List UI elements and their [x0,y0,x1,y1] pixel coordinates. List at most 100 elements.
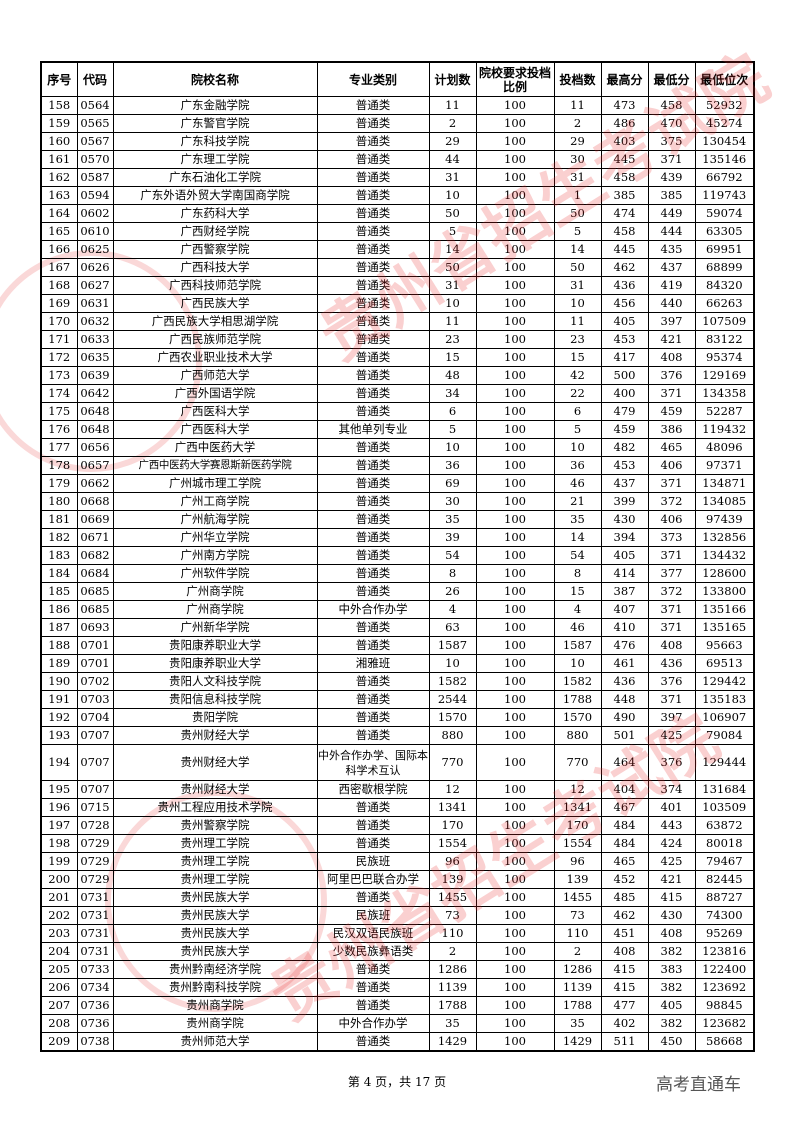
cell-seq: 167 [40,258,78,277]
cell-ratio: 100 [475,618,555,637]
table-row: 177 0656 广西中医药大学 普通类 10 100 10 482 465 48096 [40,438,755,457]
cell-admitted-count: 31 [553,276,602,295]
cell-min-rank: 97371 [694,456,755,475]
cell-min-score: 424 [647,834,696,853]
cell-plan-count: 5 [428,222,477,241]
cell-code: 0639 [76,366,114,385]
cell-max-score: 461 [600,654,649,673]
table-row: 179 0662 广州城市理工学院 普通类 69 100 46 437 371 134871 [40,474,755,493]
cell-plan-count: 26 [428,582,477,601]
cell-min-rank: 135165 [694,618,755,637]
cell-code: 0648 [76,420,114,439]
cell-min-rank: 103509 [694,798,755,817]
cell-min-rank: 128600 [694,564,755,583]
cell-min-rank: 134358 [694,384,755,403]
cell-min-score: 382 [647,942,696,961]
cell-code: 0564 [76,96,114,115]
cell-ratio: 100 [475,132,555,151]
cell-seq: 176 [40,420,78,439]
cell-code: 0715 [76,798,114,817]
cell-min-score: 376 [647,672,696,691]
cell-admitted-count: 31 [553,168,602,187]
cell-seq: 191 [40,690,78,709]
table-row: 203 0731 贵州民族大学 民汉双语民族班 110 100 110 451 408 95269 [40,924,755,943]
cell-code: 0567 [76,132,114,151]
cell-min-score: 425 [647,726,696,745]
cell-code: 0633 [76,330,114,349]
cell-major-category: 中外合作办学 [316,1014,430,1033]
header-min-score: 最低分 [647,61,696,97]
cell-max-score: 437 [600,474,649,493]
cell-seq: 165 [40,222,78,241]
cell-min-score: 372 [647,582,696,601]
cell-school-name: 广州商学院 [112,582,318,601]
cell-ratio: 100 [475,150,555,169]
table-row: 173 0639 广西师范大学 普通类 48 100 42 500 376 129169 [40,366,755,385]
cell-max-score: 511 [600,1032,649,1052]
cell-ratio: 100 [475,816,555,835]
cell-seq: 178 [40,456,78,475]
cell-plan-count: 10 [428,186,477,205]
cell-admitted-count: 22 [553,384,602,403]
cell-school-name: 贵州黔南经济学院 [112,960,318,979]
cell-plan-count: 8 [428,564,477,583]
cell-max-score: 482 [600,438,649,457]
cell-plan-count: 36 [428,456,477,475]
cell-seq: 172 [40,348,78,367]
header-plan-count: 计划数 [428,61,477,97]
table-row: 180 0668 广州工商学院 普通类 30 100 21 399 372 134085 [40,492,755,511]
cell-school-name: 贵阳学院 [112,708,318,727]
cell-max-score: 410 [600,618,649,637]
cell-min-score: 450 [647,1032,696,1052]
cell-major-category: 普通类 [316,204,430,223]
cell-school-name: 广西民族大学 [112,294,318,313]
cell-major-category: 普通类 [316,636,430,655]
cell-plan-count: 12 [428,780,477,799]
cell-min-rank: 129444 [694,744,755,781]
cell-plan-count: 2 [428,114,477,133]
cell-max-score: 484 [600,816,649,835]
cell-admitted-count: 15 [553,348,602,367]
cell-admitted-count: 50 [553,258,602,277]
cell-school-name: 广州新华学院 [112,618,318,637]
cell-plan-count: 29 [428,132,477,151]
cell-code: 0738 [76,1032,114,1052]
cell-code: 0684 [76,564,114,583]
header-code: 代码 [76,61,114,97]
cell-major-category: 普通类 [316,240,430,259]
cell-ratio: 100 [475,636,555,655]
cell-seq: 159 [40,114,78,133]
cell-code: 0668 [76,492,114,511]
header-ratio: 院校要求投档比例 [475,61,555,97]
cell-min-rank: 123682 [694,1014,755,1033]
cell-code: 0570 [76,150,114,169]
table-row: 191 0703 贵阳信息科技学院 普通类 2544 100 1788 448 371 13518… [40,690,755,709]
cell-school-name: 广西农业职业技术大学 [112,348,318,367]
cell-admitted-count: 10 [553,438,602,457]
cell-min-rank: 106907 [694,708,755,727]
cell-min-rank: 134871 [694,474,755,493]
cell-ratio: 100 [475,672,555,691]
cell-min-rank: 134432 [694,546,755,565]
cell-code: 0731 [76,942,114,961]
table-row: 171 0633 广西民族师范学院 普通类 23 100 23 453 421 83122 [40,330,755,349]
cell-plan-count: 770 [428,744,477,781]
cell-plan-count: 10 [428,294,477,313]
cell-min-score: 397 [647,708,696,727]
cell-min-score: 436 [647,654,696,673]
cell-min-score: 383 [647,960,696,979]
cell-school-name: 贵州民族大学 [112,924,318,943]
cell-admitted-count: 1788 [553,996,602,1015]
cell-max-score: 465 [600,852,649,871]
cell-ratio: 100 [475,366,555,385]
cell-code: 0703 [76,690,114,709]
table-row: 183 0682 广州南方学院 普通类 54 100 54 405 371 134432 [40,546,755,565]
cell-admitted-count: 4 [553,600,602,619]
cell-admitted-count: 1788 [553,690,602,709]
cell-max-score: 467 [600,798,649,817]
cell-code: 0685 [76,600,114,619]
cell-min-rank: 135166 [694,600,755,619]
table-row: 208 0736 贵州商学院 中外合作办学 35 100 35 402 382 123682 [40,1014,755,1033]
cell-ratio: 100 [475,330,555,349]
cell-min-score: 371 [647,474,696,493]
